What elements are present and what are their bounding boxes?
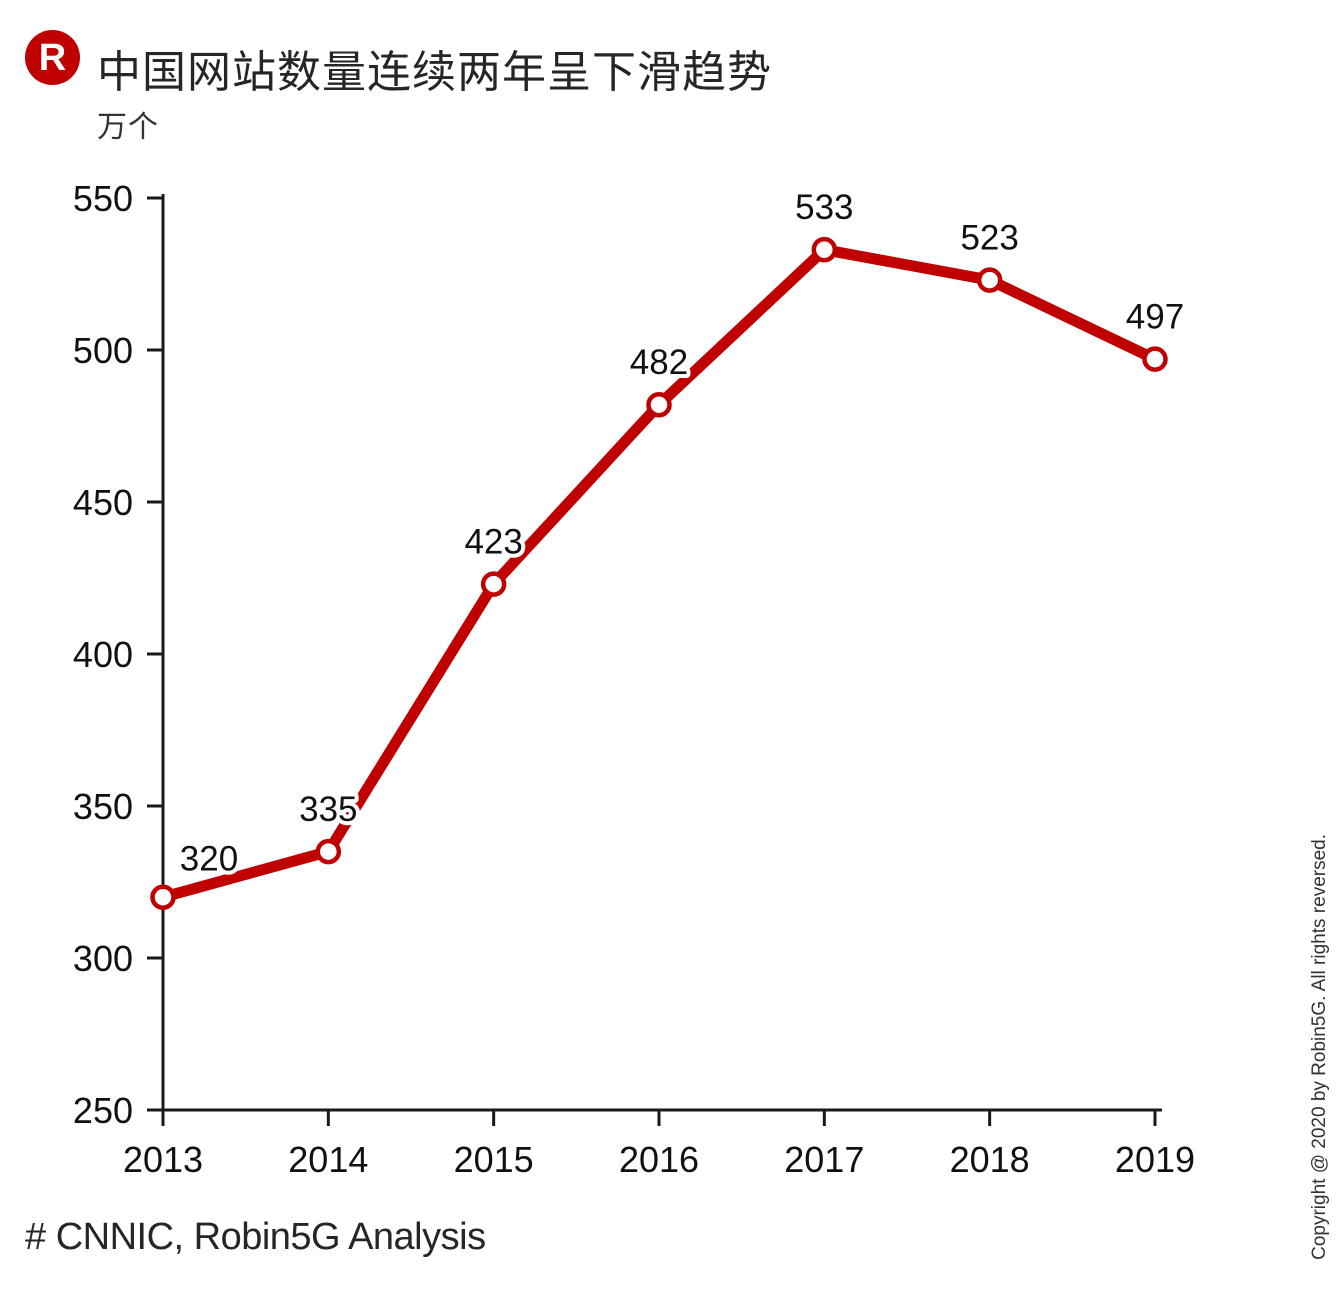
copyright-note: Copyright @ 2020 by Robin5G. All rights … (1309, 834, 1330, 1260)
x-axis-tick-label: 2017 (784, 1139, 864, 1180)
data-point-marker (1142, 346, 1168, 372)
y-axis-unit-label: 万个 (97, 111, 159, 144)
x-axis-tick-label: 2019 (1115, 1139, 1195, 1180)
x-axis-tick-label: 2016 (619, 1139, 699, 1180)
y-axis-tick-label: 300 (73, 938, 133, 979)
data-point-label: 335 (299, 790, 357, 829)
y-axis-tick-label: 250 (73, 1090, 133, 1131)
y-axis-tick-label: 500 (73, 330, 133, 371)
x-axis-tick-label: 2013 (123, 1139, 203, 1180)
data-point-marker (315, 838, 342, 865)
data-point-label: 320 (180, 840, 238, 879)
source-note: # CNNIC, Robin5G Analysis (25, 1216, 486, 1258)
x-axis-tick-label: 2015 (454, 1139, 534, 1180)
data-point-label: 523 (960, 219, 1018, 258)
data-point-marker (811, 236, 838, 263)
x-axis-tick-label: 2014 (288, 1139, 368, 1180)
data-point-label: 423 (464, 523, 522, 562)
data-point-marker (646, 391, 672, 418)
brand-logo-letter: R (38, 36, 67, 79)
data-point-marker (480, 571, 507, 597)
data-point-marker (150, 884, 176, 910)
y-axis-tick-label: 550 (73, 178, 133, 219)
y-axis-tick-label: 400 (73, 634, 133, 675)
x-axis-tick-label: 2018 (950, 1139, 1030, 1180)
data-point-label: 482 (630, 343, 688, 382)
y-axis-tick-label: 450 (73, 482, 133, 523)
chart-title: 中国网站数量连续两年呈下滑趋势 (97, 48, 772, 97)
data-point-label: 497 (1126, 298, 1184, 337)
y-axis-tick-label: 350 (73, 786, 133, 827)
data-point-label: 533 (795, 188, 853, 227)
brand-logo: R (25, 30, 80, 85)
data-point-marker (976, 267, 1003, 293)
